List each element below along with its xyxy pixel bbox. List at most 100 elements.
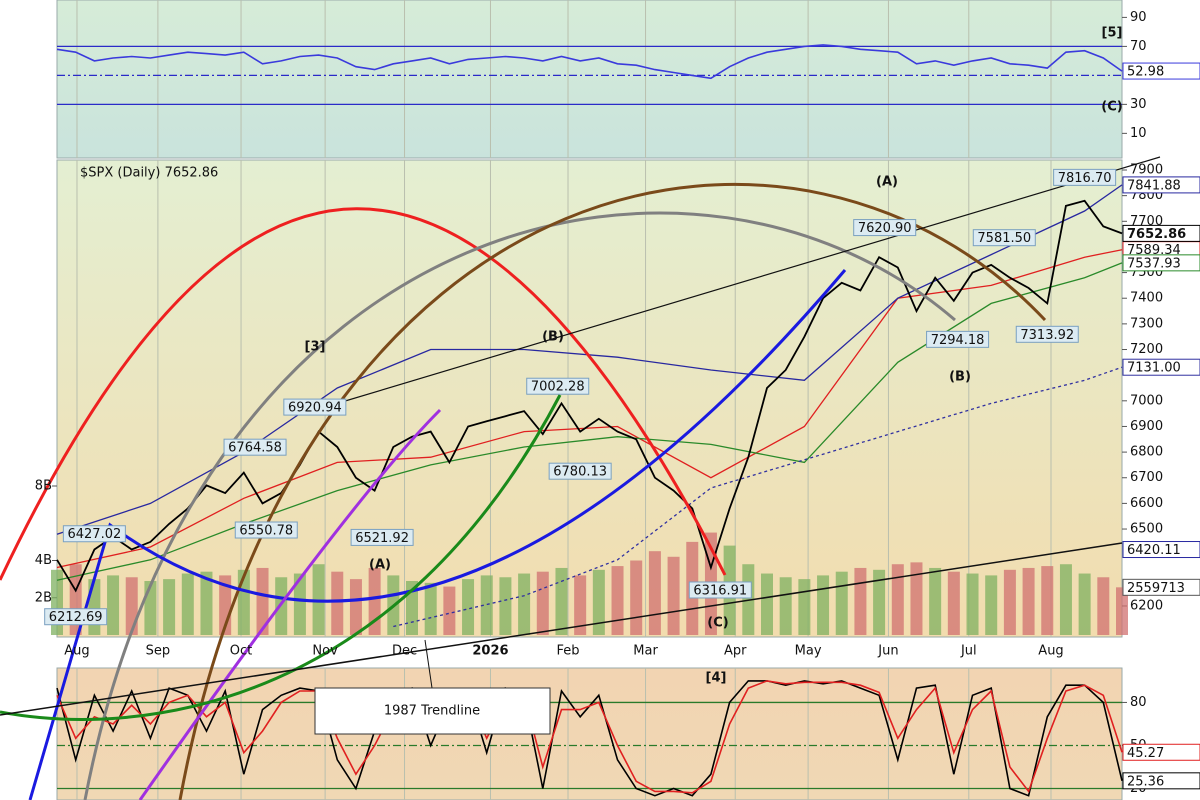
- rsi-panel: [56, 0, 1123, 159]
- value-label: 2559713: [1127, 581, 1185, 596]
- x-tick-label: 2026: [472, 644, 508, 659]
- callout-box: [234, 521, 298, 539]
- volume-bar: [181, 573, 194, 635]
- wave-label: [3]: [305, 340, 326, 355]
- volume-bar: [1097, 577, 1110, 635]
- volume-bar: [630, 560, 643, 635]
- y-tick-label: 10: [1130, 126, 1147, 141]
- price-callout: 6550.78: [239, 524, 293, 539]
- callout-box: [62, 525, 126, 543]
- price-callout: 6427.02: [67, 527, 121, 542]
- y-tick-label: 6200: [1130, 598, 1163, 613]
- value-box: [1122, 254, 1200, 272]
- wave-label: [4]: [706, 671, 727, 686]
- callout-box: [1015, 325, 1079, 343]
- price-callout: 6920.94: [288, 401, 342, 416]
- price-callout: 7294.18: [931, 333, 985, 348]
- volume-bar: [574, 575, 587, 635]
- arc: [138, 408, 442, 800]
- series-line: [393, 366, 1123, 628]
- y-tick-label: 6900: [1130, 419, 1163, 434]
- price-callout: 6764.58: [228, 441, 282, 456]
- volume-bar: [555, 567, 568, 635]
- volume-bar: [331, 571, 344, 635]
- y-tick-label: 6700: [1130, 470, 1163, 485]
- y-tick-label: 6500: [1130, 522, 1163, 537]
- volume-bar: [349, 579, 362, 635]
- volume-bar: [779, 577, 792, 635]
- volume-bar: [200, 571, 213, 635]
- volume-bar: [125, 577, 138, 635]
- y-tick-label: 7400: [1130, 291, 1163, 306]
- value-label: 52.98: [1127, 65, 1164, 80]
- y-tick-label: 4B: [35, 553, 52, 568]
- wave-label: (A): [369, 558, 391, 573]
- price-callout: 7620.90: [858, 221, 912, 236]
- wave-label: 1987 Trendline: [384, 704, 480, 719]
- value-label: 7537.93: [1127, 256, 1181, 271]
- arc: [0, 207, 727, 581]
- value-box: [1122, 772, 1200, 790]
- callout-box: [526, 377, 590, 395]
- volume-bar: [256, 567, 269, 635]
- x-tick-label: May: [795, 644, 822, 659]
- volume-bar: [891, 564, 904, 635]
- volume-bar: [966, 573, 979, 635]
- volume-bar: [144, 580, 157, 635]
- label-layer: Aug Sep Oct Nov Dec 2026 Feb Mar Apr May Jun Jul Aug…: [35, 10, 1200, 796]
- volume-bar: [648, 551, 661, 635]
- y-tick-label: 30: [1130, 97, 1147, 112]
- callout-box: [548, 462, 612, 480]
- price-callout: 6316.91: [693, 583, 747, 598]
- volume-bar: [499, 577, 512, 635]
- trendline: [314, 156, 1161, 411]
- x-tick-label: Jul: [960, 644, 977, 659]
- volume-bar: [817, 575, 830, 635]
- y-tick-label: 7900: [1130, 163, 1163, 178]
- volume-bar: [1116, 587, 1128, 635]
- x-tick-label: Jun: [877, 644, 898, 659]
- grid: [52, 0, 1127, 800]
- value-box: [1122, 743, 1200, 761]
- wave-label: (B): [542, 330, 564, 345]
- volume-bar: [854, 567, 867, 635]
- callout-box: [688, 581, 752, 599]
- series-line: [56, 44, 1123, 80]
- volume-bar: [1022, 567, 1035, 635]
- wave-label: (C): [1101, 100, 1122, 115]
- callout-box: [853, 219, 917, 237]
- callout-box: [223, 438, 287, 456]
- volume-bar: [1003, 569, 1016, 635]
- volume-bar: [443, 586, 456, 635]
- annotation-box: [314, 687, 551, 735]
- value-box: [1122, 541, 1200, 559]
- volume-bar: [667, 556, 680, 635]
- wave-label: (C): [707, 616, 728, 631]
- arc: [0, 394, 562, 721]
- callout-box: [1053, 168, 1117, 186]
- volume-bar: [1041, 566, 1054, 635]
- x-tick-label: Nov: [312, 644, 338, 659]
- volume-bar: [1078, 573, 1091, 635]
- wave-label: (A): [876, 175, 898, 190]
- volume-bar: [163, 579, 176, 635]
- y-tick-label: 80: [1130, 695, 1147, 710]
- volume-bar: [873, 569, 886, 635]
- callout-box: [283, 398, 347, 416]
- value-box: [1122, 224, 1200, 242]
- price-callout: 7816.70: [1058, 171, 1112, 186]
- price-callout: 7313.92: [1020, 328, 1074, 343]
- volume-bar: [929, 567, 942, 635]
- volume-bar: [910, 562, 923, 635]
- series-line: [56, 249, 1123, 569]
- cycle-arcs: [0, 156, 1161, 800]
- y-tick-label: 90: [1130, 10, 1147, 25]
- price-callout: 6521.92: [355, 531, 409, 546]
- value-box: [1122, 176, 1200, 194]
- value-label: 25.36: [1127, 774, 1164, 789]
- y-tick-label: 7300: [1130, 316, 1163, 331]
- series-line: [56, 199, 1123, 593]
- volume-bar: [518, 573, 531, 635]
- arc: [83, 211, 956, 800]
